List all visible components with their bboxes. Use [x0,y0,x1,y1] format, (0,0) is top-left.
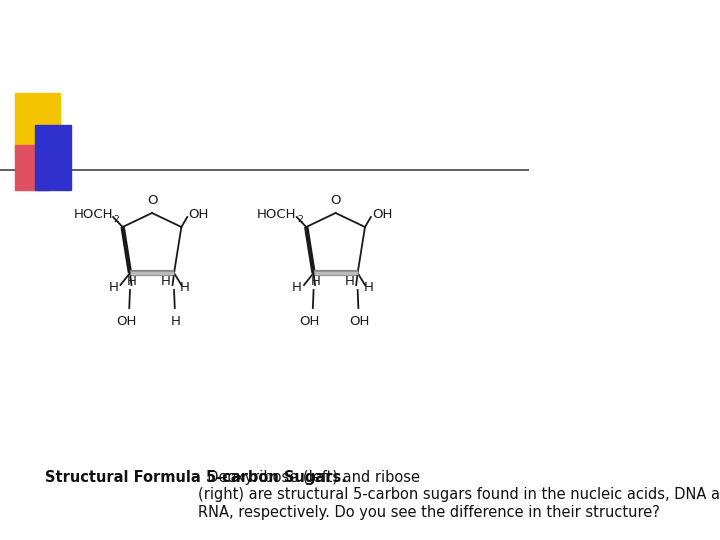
Text: H: H [108,281,118,294]
Text: H: H [161,275,171,288]
Text: O: O [330,194,341,207]
Text: H: H [127,275,137,288]
Text: OH: OH [116,315,137,328]
Text: H: H [180,281,190,294]
Text: OH: OH [300,315,320,328]
Text: Deoxyribose (left) and ribose
(right) are structural 5-carbon sugars found in th: Deoxyribose (left) and ribose (right) ar… [198,470,720,519]
Text: H: H [364,281,374,294]
Text: H: H [345,275,355,288]
Text: OH: OH [189,208,209,221]
Text: HOCH: HOCH [257,208,297,221]
Bar [14,145,48,190]
Text: 2: 2 [114,214,120,224]
Text: H: H [310,275,320,288]
Text: O: O [147,194,157,207]
Text: Structural Formula 5-carbon Sugars.: Structural Formula 5-carbon Sugars. [45,470,347,485]
Text: HOCH: HOCH [73,208,113,221]
Text: H: H [171,315,181,328]
Bar [14,93,60,155]
Bar [35,125,71,190]
Text: 2: 2 [297,214,303,224]
Text: OH: OH [349,315,369,328]
Text: OH: OH [372,208,392,221]
Text: H: H [292,281,302,294]
